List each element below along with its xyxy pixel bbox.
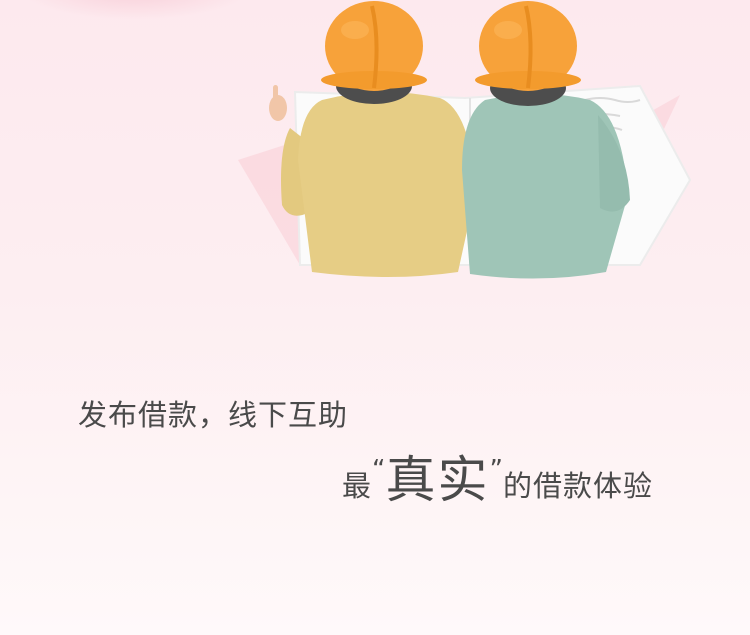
right-helmet-icon (475, 1, 581, 91)
headline-text: 发布借款，线下互助 (78, 398, 349, 432)
subline-prefix: 最 (342, 469, 373, 503)
subline-emphasis: 真实 (385, 451, 490, 509)
subline-suffix: 的借款体验 (502, 469, 653, 503)
subline-text: 最 “ 真实 ” 的借款体验 (342, 455, 653, 505)
two-workers-illustration (238, 1, 692, 279)
top-glow-decoration (20, 0, 250, 20)
right-worker-figure (462, 1, 630, 279)
left-worker-figure (269, 1, 476, 277)
open-quote: “ (372, 455, 386, 485)
left-helmet-icon (321, 1, 427, 91)
close-quote: ” (489, 455, 503, 485)
